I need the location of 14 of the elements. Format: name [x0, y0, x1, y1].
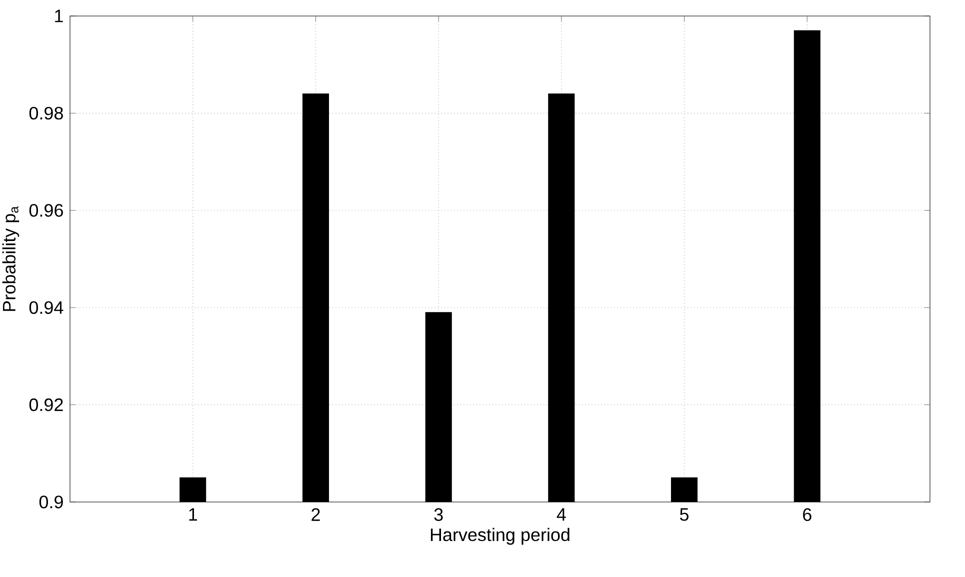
- x-tick-label: 4: [556, 508, 566, 521]
- y-tick-label: 0.92: [29, 398, 63, 412]
- x-tick-label: 6: [803, 508, 812, 521]
- x-tick-label: 5: [680, 508, 689, 521]
- x-tick-label: 1: [189, 508, 197, 521]
- x-axis-title: Harvesting period: [430, 528, 570, 545]
- y-tick-label: 0.9: [39, 496, 63, 508]
- x-tick-label: 2: [312, 508, 320, 521]
- y-tick-label: 0.98: [29, 106, 63, 120]
- y-tick-label: 0.96: [29, 204, 63, 217]
- y-tick-label: 1: [55, 10, 63, 22]
- y-axis-title: Probability p$_{a}$: [2, 206, 20, 311]
- x-tick-label: 3: [434, 508, 443, 521]
- y-tick-label: 0.94: [29, 301, 64, 314]
